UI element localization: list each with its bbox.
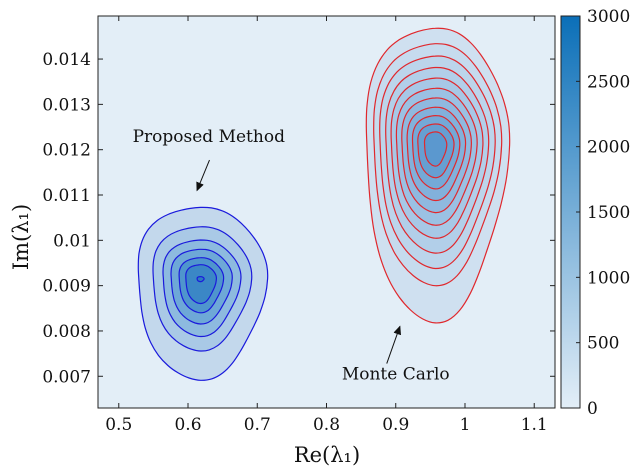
y-tick-label: 0.007 — [42, 367, 91, 387]
y-tick-label: 0.011 — [42, 186, 91, 206]
y-tick-label: 0.01 — [53, 231, 91, 251]
colorbar: 0 500 1000 1500 2000 2500 3000 — [561, 7, 630, 419]
x-tick-label: 0.6 — [174, 415, 201, 435]
colorbar-tick-label: 3000 — [587, 7, 630, 27]
colorbar-tick-label: 1500 — [587, 203, 630, 223]
colorbar-tick-label: 0 — [587, 399, 598, 419]
colorbar-tick-label: 2000 — [587, 138, 630, 158]
colorbar-tick-label: 500 — [587, 334, 619, 354]
x-tick-label: 0.7 — [244, 415, 271, 435]
y-tick-label: 0.009 — [42, 277, 91, 297]
y-tick-label: 0.012 — [42, 141, 91, 161]
x-tick-label: 0.5 — [105, 415, 132, 435]
colorbar-tick-label: 1000 — [587, 268, 630, 288]
y-tick-label: 0.008 — [42, 322, 91, 342]
y-axis-title: Im(λ₁) — [9, 204, 33, 270]
contour-level-0-6 — [197, 277, 204, 282]
x-tick-label: 0.8 — [313, 415, 340, 435]
plot-area — [98, 16, 555, 408]
y-tick-label: 0.013 — [42, 95, 91, 115]
x-tick-label: 1 — [460, 415, 471, 435]
colorbar-tick-label: 2500 — [587, 72, 630, 92]
annotation-label-1: Monte Carlo — [342, 364, 450, 384]
annotation-label-0: Proposed Method — [133, 127, 285, 147]
y-tick-label: 0.014 — [42, 50, 91, 70]
x-axis-title: Re(λ₁) — [294, 443, 360, 467]
x-tick-label: 1.1 — [521, 415, 548, 435]
x-tick-label: 0.9 — [382, 415, 409, 435]
